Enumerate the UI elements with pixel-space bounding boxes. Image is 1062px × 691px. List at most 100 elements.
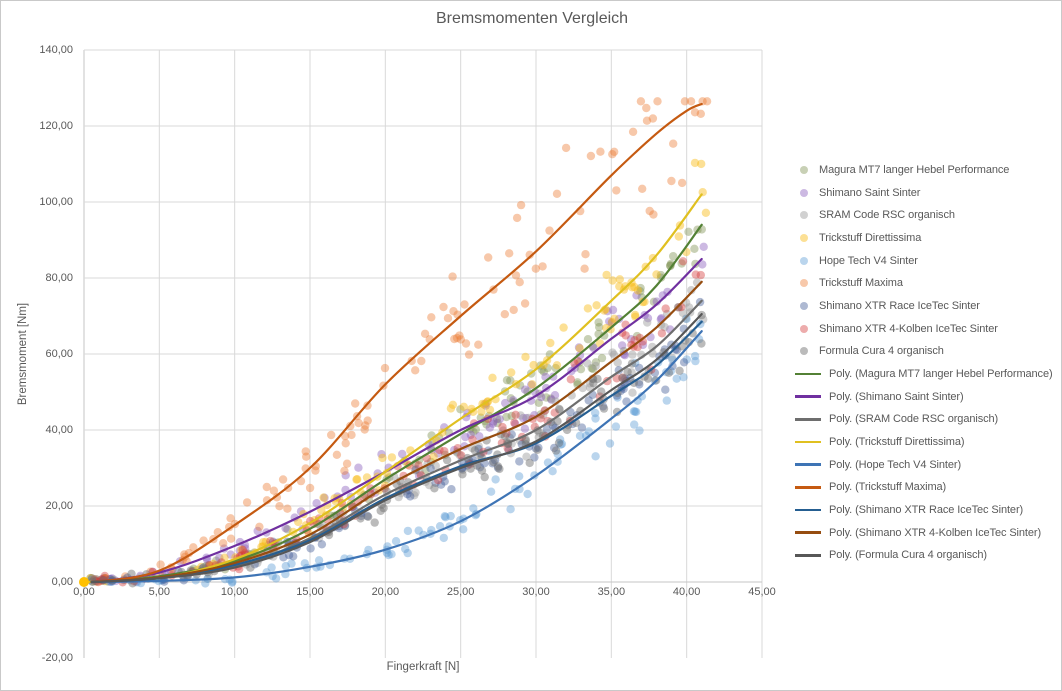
scatter-point [306,544,315,553]
trend-line [90,330,703,584]
scatter-point [269,486,279,495]
scatter-point [515,472,524,481]
scatter-point [431,461,440,471]
scatter-point [612,407,622,417]
legend-item-trendline: Poly. (Shimano XTR Race IceTec Sinter) [795,502,1023,518]
scatter-point [635,380,644,389]
scatter-point [591,452,600,461]
scatter-point [455,451,464,460]
scatter-point [433,449,443,458]
scatter-point [364,545,373,555]
scatter-point [632,407,641,417]
y-tick-label: 100,00 [39,195,73,208]
scatter-point [267,563,276,572]
scatter-point [332,450,342,459]
scatter-point [682,355,691,364]
scatter-point [506,394,515,403]
scatter-point [474,444,483,454]
scatter-point [605,317,614,326]
x-tick-label: 45,00 [748,586,776,598]
scatter-point [436,480,446,489]
scatter-point [595,322,604,332]
scatter-point [699,242,708,251]
scatter-point [411,366,420,375]
scatter-point [596,147,605,156]
legend-marker-icon [800,256,808,265]
legend-marker-icon [800,302,808,310]
scatter-point [486,487,496,496]
scatter-point [652,270,661,279]
scatter-point [611,422,621,431]
scatter-point [459,402,468,411]
scatter-point [354,463,363,472]
scatter-point [661,385,670,394]
scatter-point [592,301,601,310]
scatter-point [669,252,678,261]
scatter-point [446,404,456,413]
scatter-point [550,391,560,400]
scatter-point [520,385,530,394]
legend-item-series: Hope Tech V4 Sinter [795,253,918,269]
scatter-point [488,419,498,428]
scatter-point [632,291,641,300]
scatter-point [482,420,491,429]
legend-item-series: Shimano XTR Race IceTec Sinter [795,298,980,314]
legend-item-label: Poly. (Hope Tech V4 Sinter) [829,458,962,471]
scatter-point [528,380,537,389]
y-tick-label: 20,00 [45,499,73,512]
scatter-point [684,227,693,236]
scatter-point [534,398,543,407]
y-tick-label: 0,00 [51,575,73,588]
legend-marker-icon [800,166,808,174]
scatter-point [626,335,636,344]
scatter-point [550,408,559,417]
scatter-point [446,511,455,521]
scatter-point [406,492,415,501]
scatter-point [588,364,598,374]
legend-item-label: Trickstuff Maxima [819,277,903,290]
scatter-point [521,352,530,362]
scatter-point [618,328,627,337]
scatter-point [228,577,237,586]
x-tick-label: 35,00 [597,586,626,598]
scatter-point [461,432,470,442]
scatter-point [353,475,362,484]
scatter-point [417,356,426,366]
scatter-point [602,270,611,280]
scatter-point [460,300,469,309]
scatter-point [666,261,675,270]
scatter-point [591,414,600,423]
scatter-point [702,97,712,106]
scatter-point [515,457,524,466]
scatter-point [615,275,624,284]
scatter-point [387,550,396,559]
legend-item-label: Shimano XTR Race IceTec Sinter [819,300,980,312]
scatter-point [559,323,568,332]
scatter-point [471,425,480,434]
scatter-point [226,550,235,559]
scatter-point [410,491,419,500]
scatter-point [441,513,450,522]
scatter-point [668,362,677,371]
legend-item-label: Poly. (SRAM Code RSC organisch) [829,413,999,426]
scatter-point [370,518,379,527]
scatter-point [440,477,449,486]
legend-item-trendline: Poly. (SRAM Code RSC organisch) [795,411,998,427]
scatter-point [427,313,436,322]
scatter-point [296,507,306,516]
scatter-point [431,478,440,487]
scatter-point [551,423,560,432]
legend-line-icon [795,486,821,489]
scatter-point [629,407,639,416]
scatter-point [697,159,706,169]
scatter-point [580,264,589,273]
scatter-point [449,307,458,316]
legend-line-icon [795,395,821,398]
scatter-point [584,396,593,405]
scatter-point [361,421,370,430]
scatter-point [379,503,388,513]
scatter-point [690,108,700,117]
scatter-point [661,304,670,313]
scatter-point [535,428,544,437]
